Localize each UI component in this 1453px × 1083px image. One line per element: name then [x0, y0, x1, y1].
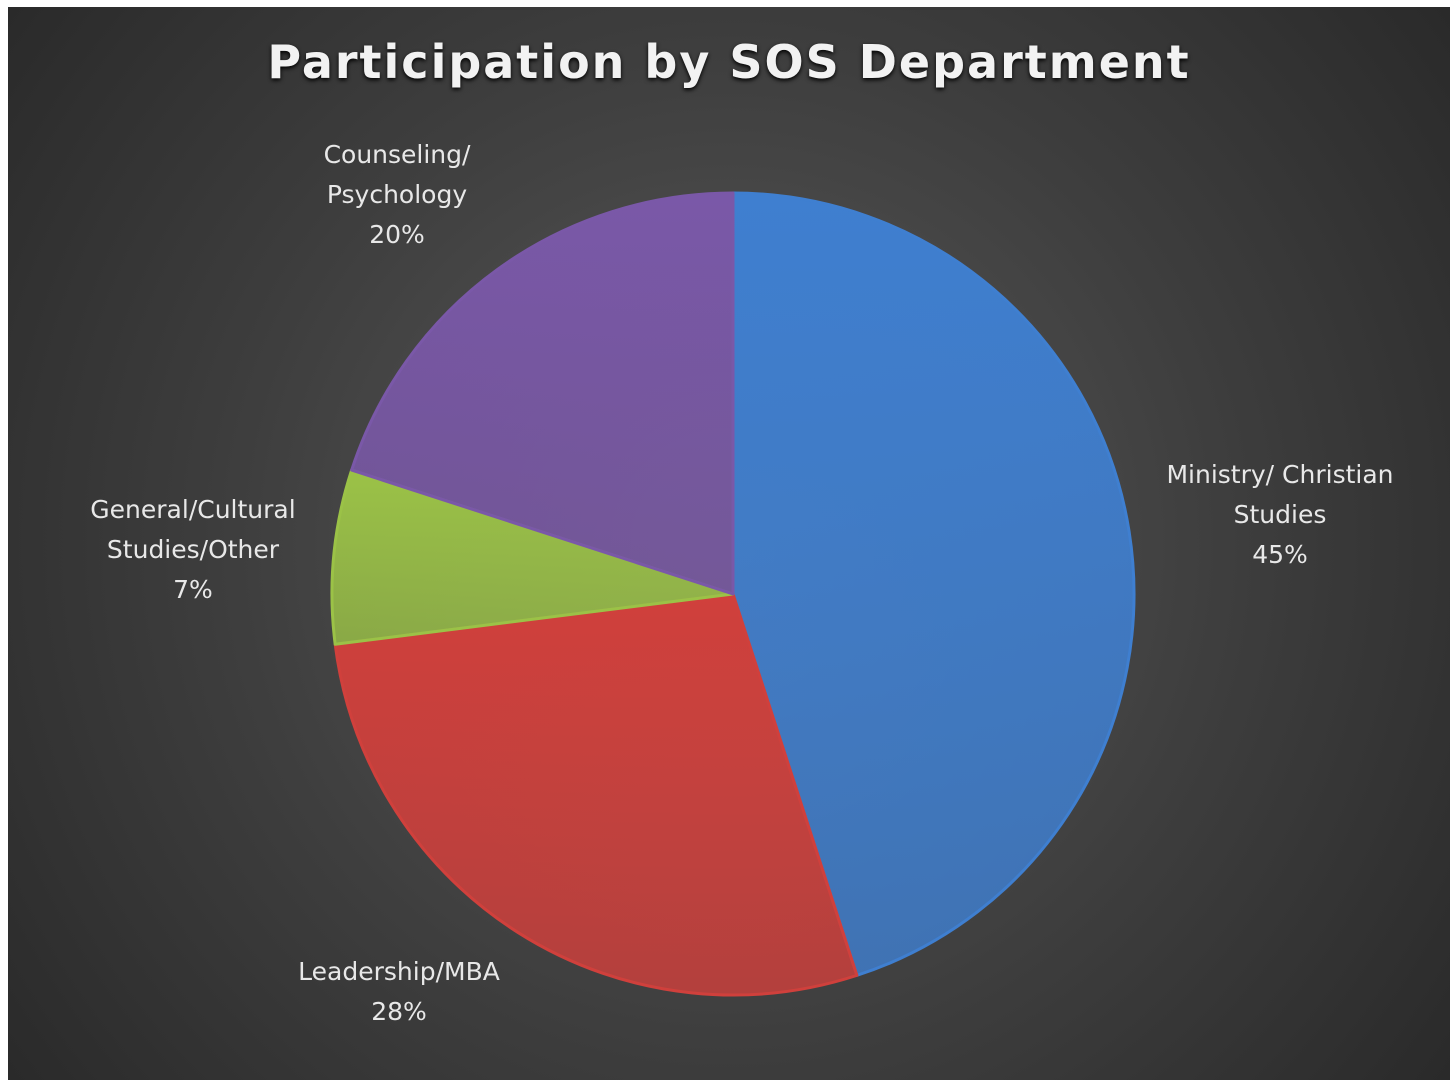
- chart: Participation by SOS Department Ministry…: [8, 7, 1450, 1080]
- data-label: Counseling/ Psychology 20%: [297, 135, 497, 255]
- label-value: 45%: [1252, 540, 1308, 569]
- label-category: Leadership/MBA: [298, 957, 500, 986]
- data-label: General/Cultural Studies/Other 7%: [83, 490, 303, 610]
- label-category: General/Cultural Studies/Other: [90, 495, 296, 564]
- label-category: Ministry/ Christian Studies: [1166, 460, 1394, 529]
- label-value: 7%: [173, 575, 213, 604]
- pie-slice: [333, 592, 859, 997]
- label-value: 28%: [371, 997, 427, 1026]
- pie-slice: [350, 191, 735, 596]
- chart-title: Participation by SOS Department: [267, 35, 1191, 89]
- pie-slice: [330, 468, 735, 646]
- data-label: Ministry/ Christian Studies 45%: [1150, 455, 1410, 575]
- pie-slice: [731, 191, 1136, 977]
- data-label: Leadership/MBA 28%: [269, 952, 529, 1032]
- plot: [330, 191, 1136, 997]
- label-category: Counseling/ Psychology: [323, 140, 471, 209]
- label-value: 20%: [369, 220, 425, 249]
